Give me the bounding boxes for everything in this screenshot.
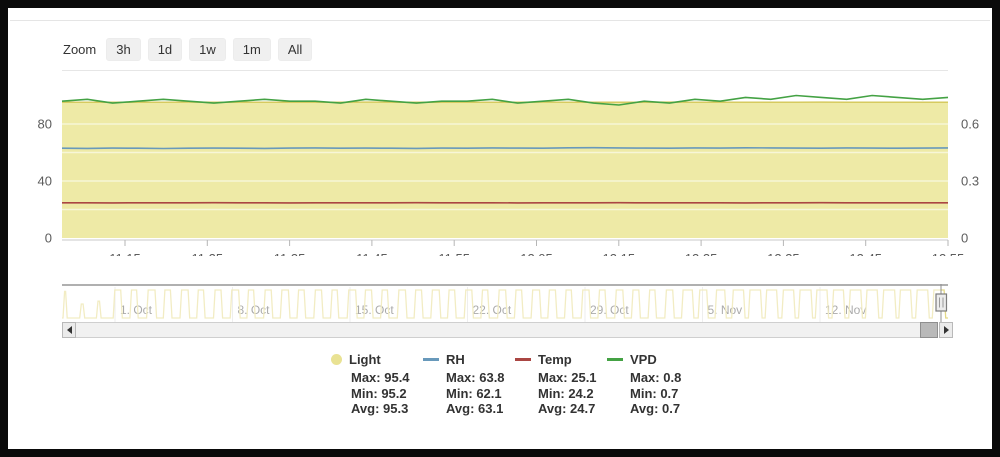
legend-item-vpd[interactable]: VPD Max: 0.8 Min: 0.7 Avg: 0.7 (607, 352, 699, 417)
navigator-chart[interactable]: 1. Oct8. Oct15. Oct22. Oct29. Oct5. Nov1… (8, 284, 992, 322)
temp-series-marker-icon (515, 358, 531, 361)
svg-text:12:55: 12:55 (932, 251, 965, 256)
svg-text:12:05: 12:05 (520, 251, 553, 256)
rh-min-stat: Min: 62.1 (446, 385, 502, 401)
svg-text:12:25: 12:25 (685, 251, 718, 256)
zoom-toolbar-label: Zoom (63, 42, 97, 57)
light-max-stat: Max: 95.4 (351, 370, 410, 385)
svg-text:80: 80 (38, 117, 52, 132)
chart-panel: Zoom 3h 1d 1w 1m All 11:15 11:25 11:35 11:4… (8, 8, 992, 449)
navigator-scrollbar (62, 322, 953, 338)
temp-avg-stat: Avg: 24.7 (538, 401, 596, 416)
plot-top-border (62, 70, 948, 71)
zoom-button-1w[interactable]: 1w (189, 38, 226, 61)
legend-item-light[interactable]: Light Max: 95.4 Min: 95.2 Avg: 95.3 (331, 352, 423, 417)
navigator-handle[interactable] (935, 293, 948, 312)
vpd-avg-stat: Avg: 0.7 (630, 401, 681, 416)
legend-label-temp: Temp (538, 352, 572, 367)
svg-text:11:35: 11:35 (274, 251, 306, 256)
scrollbar-track[interactable] (76, 322, 938, 338)
legend-item-temp[interactable]: Temp Max: 25.1 Min: 24.2 Avg: 24.7 (515, 352, 607, 417)
svg-text:11:55: 11:55 (438, 251, 470, 256)
zoom-button-1m[interactable]: 1m (232, 38, 271, 61)
rh-avg-stat: Avg: 63.1 (446, 401, 504, 416)
arrow-left-icon (66, 326, 72, 334)
vpd-series-marker-icon (607, 358, 623, 361)
light-series-marker-icon (331, 354, 342, 365)
scrollbar-right-button[interactable] (939, 322, 953, 338)
svg-text:11:25: 11:25 (192, 251, 224, 256)
temp-min-stat: Min: 24.2 (538, 385, 594, 401)
svg-text:12:35: 12:35 (767, 251, 800, 256)
vpd-max-stat: Max: 0.8 (630, 370, 682, 385)
svg-text:0: 0 (961, 231, 968, 246)
scrollbar-left-button[interactable] (62, 322, 76, 338)
zoom-button-all[interactable]: All (277, 38, 313, 61)
svg-text:0.6: 0.6 (961, 117, 979, 132)
legend-item-rh[interactable]: RH Max: 63.8 Min: 62.1 Avg: 63.1 (423, 352, 515, 417)
svg-text:0.3: 0.3 (961, 174, 979, 189)
legend-label-light: Light (349, 352, 381, 367)
rh-max-stat: Max: 63.8 (446, 370, 505, 385)
main-timeseries-chart[interactable]: 11:15 11:25 11:35 11:45 11:55 12:05 12:15 12:25… (8, 70, 992, 256)
svg-text:12:15: 12:15 (603, 251, 636, 256)
temp-max-stat: Max: 25.1 (538, 370, 597, 385)
rh-series-marker-icon (423, 358, 439, 361)
zoom-button-1d[interactable]: 1d (147, 38, 183, 61)
svg-text:11:45: 11:45 (356, 251, 388, 256)
svg-text:40: 40 (38, 174, 52, 189)
arrow-right-icon (943, 326, 949, 334)
svg-text:12:45: 12:45 (849, 251, 882, 256)
chart-legend: Light Max: 95.4 Min: 95.2 Avg: 95.3 RH M… (331, 352, 699, 417)
light-min-stat: Min: 95.2 (351, 385, 407, 401)
vpd-min-stat: Min: 0.7 (630, 385, 679, 401)
legend-label-rh: RH (446, 352, 465, 367)
zoom-preset-toolbar: Zoom 3h 1d 1w 1m All (63, 38, 313, 61)
scrollbar-thumb[interactable] (920, 322, 938, 338)
light-avg-stat: Avg: 95.3 (351, 401, 409, 416)
svg-text:0: 0 (45, 231, 52, 246)
svg-text:11:15: 11:15 (109, 251, 141, 256)
top-divider (10, 20, 990, 21)
zoom-button-3h[interactable]: 3h (106, 38, 141, 61)
legend-label-vpd: VPD (630, 352, 657, 367)
